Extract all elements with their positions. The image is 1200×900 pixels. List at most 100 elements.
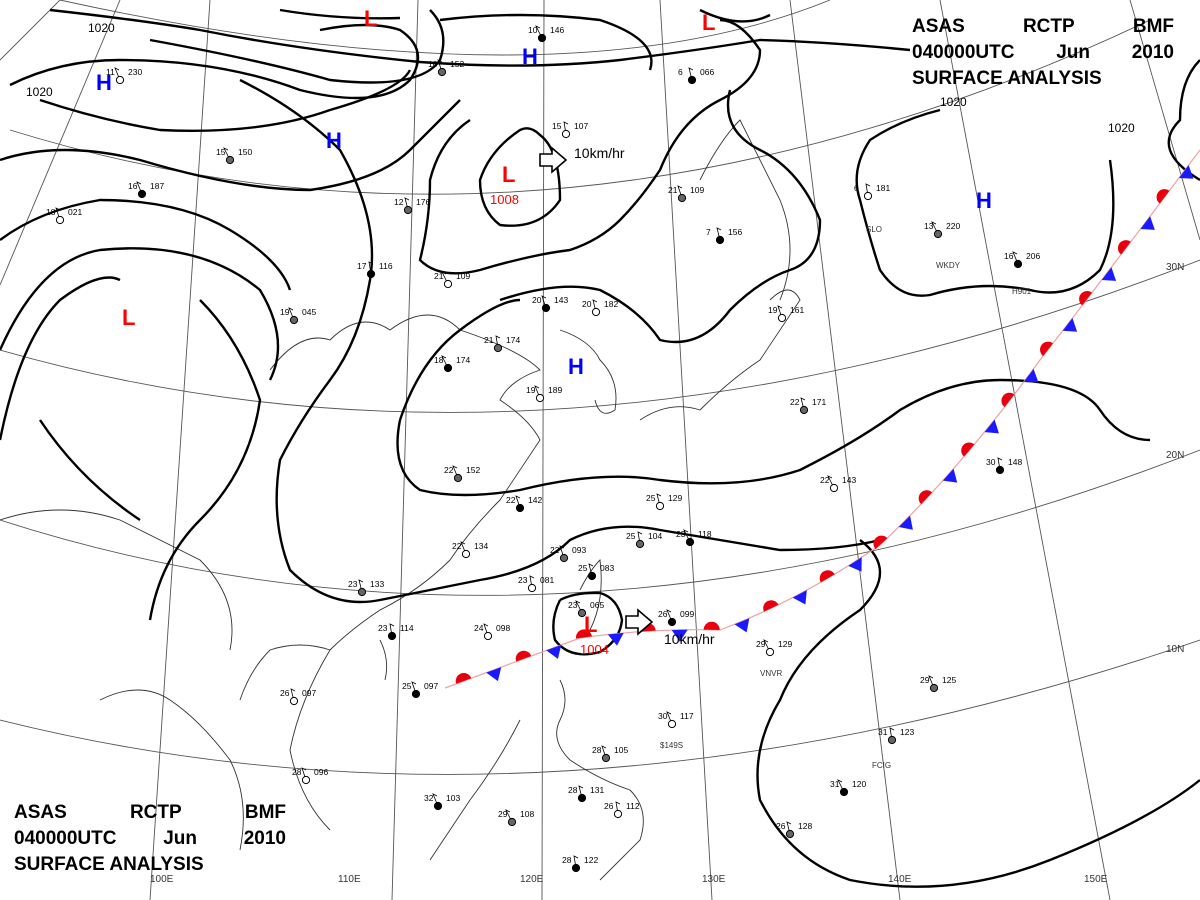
station-pressure: 206 — [1026, 251, 1040, 261]
sky-cover-symbol — [461, 549, 471, 559]
longitude-label: 150E — [1084, 874, 1108, 885]
isobar-label: 1020 — [26, 85, 53, 99]
isobar — [149, 9, 445, 84]
front-cold-symbols — [486, 165, 1194, 682]
wind-barb — [114, 67, 121, 81]
station-pressure: 174 — [506, 335, 520, 345]
sky-cover-symbol — [507, 817, 517, 827]
station-temperature: 26 — [280, 688, 290, 698]
station-plot: 24 098 — [474, 623, 510, 641]
cold-front-triangle — [607, 632, 624, 646]
sky-cover-symbol — [453, 473, 463, 483]
warm-front-semicircle — [515, 650, 532, 662]
isobar-label: 1020 — [940, 95, 967, 109]
station-pressure: 148 — [1008, 457, 1022, 467]
sky-cover-symbol — [527, 583, 537, 593]
weather-code: WKDY — [936, 261, 961, 270]
isobar — [39, 419, 141, 521]
wind-barb — [358, 579, 364, 593]
station-plot: 16 187 — [128, 181, 164, 199]
isobar — [398, 298, 521, 421]
station-plot: 29 125 — [920, 675, 956, 693]
station-temperature: 29 — [498, 809, 508, 819]
station-plot: 31 123 — [878, 727, 914, 745]
low-pressure-center: L — [584, 612, 597, 637]
station-temperature: 10 — [528, 25, 538, 35]
station-plot: 19 045 — [280, 307, 316, 325]
station-plot: 22 152 — [444, 465, 480, 483]
station-temperature: 32 — [424, 793, 434, 803]
sky-cover-symbol — [785, 829, 795, 839]
wind-barb — [534, 385, 541, 399]
wind-barb — [666, 609, 673, 623]
isobar — [0, 276, 121, 441]
sky-cover-symbol — [289, 696, 299, 706]
cold-front-triangle — [792, 590, 807, 605]
station-pressure: 123 — [900, 727, 914, 737]
station-temperature: 26 — [604, 801, 614, 811]
station-temperature: 25 — [578, 563, 588, 573]
issuer-tag: BMF — [1132, 16, 1174, 37]
sky-cover-symbol — [1013, 259, 1023, 269]
station-temperature: 18 — [46, 207, 56, 217]
station-temperature: 15 — [216, 147, 226, 157]
latitude-label: 30N — [1166, 262, 1184, 273]
motion-arrow — [625, 608, 654, 636]
isobar — [499, 89, 822, 344]
station-temperature: 26 — [776, 821, 786, 831]
station-code: RCTP — [129, 802, 182, 823]
station-plot: 6 066 — [678, 67, 714, 85]
cold-front-triangle — [486, 667, 502, 682]
station-plot: 19 161 — [768, 305, 804, 323]
station-temperature: 19 — [768, 305, 778, 315]
sky-cover-symbol — [443, 363, 453, 373]
station-plot: 12 176 — [394, 197, 430, 215]
station-temperature: 7 — [706, 227, 711, 237]
sky-cover-symbol — [55, 215, 65, 225]
footer-title-block: ASAS RCTP BMF 040000UTC Jun 2010 SURFACE… — [14, 800, 286, 878]
low-pressure-center: L — [502, 162, 515, 187]
cold-front-triangle — [984, 419, 999, 434]
station-pressure: 045 — [302, 307, 316, 317]
station-plot: 26 128 — [776, 821, 812, 839]
cold-front-triangle — [1179, 165, 1194, 179]
station-plot: 17 116 — [357, 261, 393, 279]
wind-barb — [827, 475, 835, 489]
front-warm-symbols — [455, 189, 1170, 684]
wind-barb — [290, 688, 296, 702]
station-pressure: 096 — [314, 767, 328, 777]
wind-barb — [441, 271, 449, 285]
longitude-label: 120E — [520, 874, 544, 885]
low-center-pressure: 1008 — [490, 192, 519, 207]
sky-cover-symbol — [715, 235, 725, 245]
isobar-label: 1020 — [1108, 121, 1135, 135]
wind-barb — [931, 221, 939, 235]
station-plot: 22 143 — [820, 475, 856, 493]
warm-front-semicircle — [1001, 392, 1015, 408]
station-plot: 20 143 — [532, 295, 568, 313]
station-temperature: 12 — [394, 197, 404, 207]
sky-cover-symbol — [613, 809, 623, 819]
sky-cover-symbol — [863, 191, 873, 201]
motion-speed-label: 10km/hr — [574, 145, 625, 161]
station-plot: 25 083 — [578, 563, 614, 581]
coastlines — [0, 119, 801, 881]
isobar — [855, 108, 1115, 297]
product-name: SURFACE ANALYSIS — [14, 854, 204, 875]
station-plot: 25 104 — [626, 531, 662, 549]
station-temperature: 24 — [474, 623, 484, 633]
sky-cover-symbol — [587, 571, 597, 581]
wind-barb — [777, 305, 783, 319]
sky-cover-symbol — [289, 315, 299, 325]
sky-cover-symbol — [225, 155, 235, 165]
station-plot: 22 134 — [452, 541, 488, 559]
station-plot: 29 129 — [756, 639, 792, 657]
valid-year: 2010 — [243, 828, 286, 849]
sky-cover-symbol — [483, 631, 493, 641]
station-temperature: 20 — [582, 299, 592, 309]
station-temperature: 30 — [986, 457, 996, 467]
longitude-label: 140E — [888, 874, 912, 885]
station-plot: 18 021 — [46, 207, 82, 225]
sky-cover-symbol — [403, 205, 413, 215]
wind-barb — [592, 299, 598, 313]
